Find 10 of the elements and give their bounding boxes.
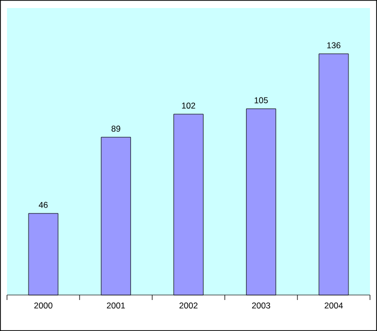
x-tick-label: 2001 — [106, 302, 125, 309]
data-label: 89 — [112, 126, 120, 132]
data-label: 136 — [327, 42, 340, 48]
data-label: 105 — [254, 97, 268, 104]
x-tick-label: 2000 — [34, 302, 52, 309]
data-label: 46 — [38, 202, 48, 208]
data-label: 102 — [182, 102, 196, 109]
x-tick-label: 2003 — [252, 302, 270, 309]
x-tick-label: 2004 — [324, 302, 343, 309]
x-tick-label: 2002 — [180, 302, 198, 309]
